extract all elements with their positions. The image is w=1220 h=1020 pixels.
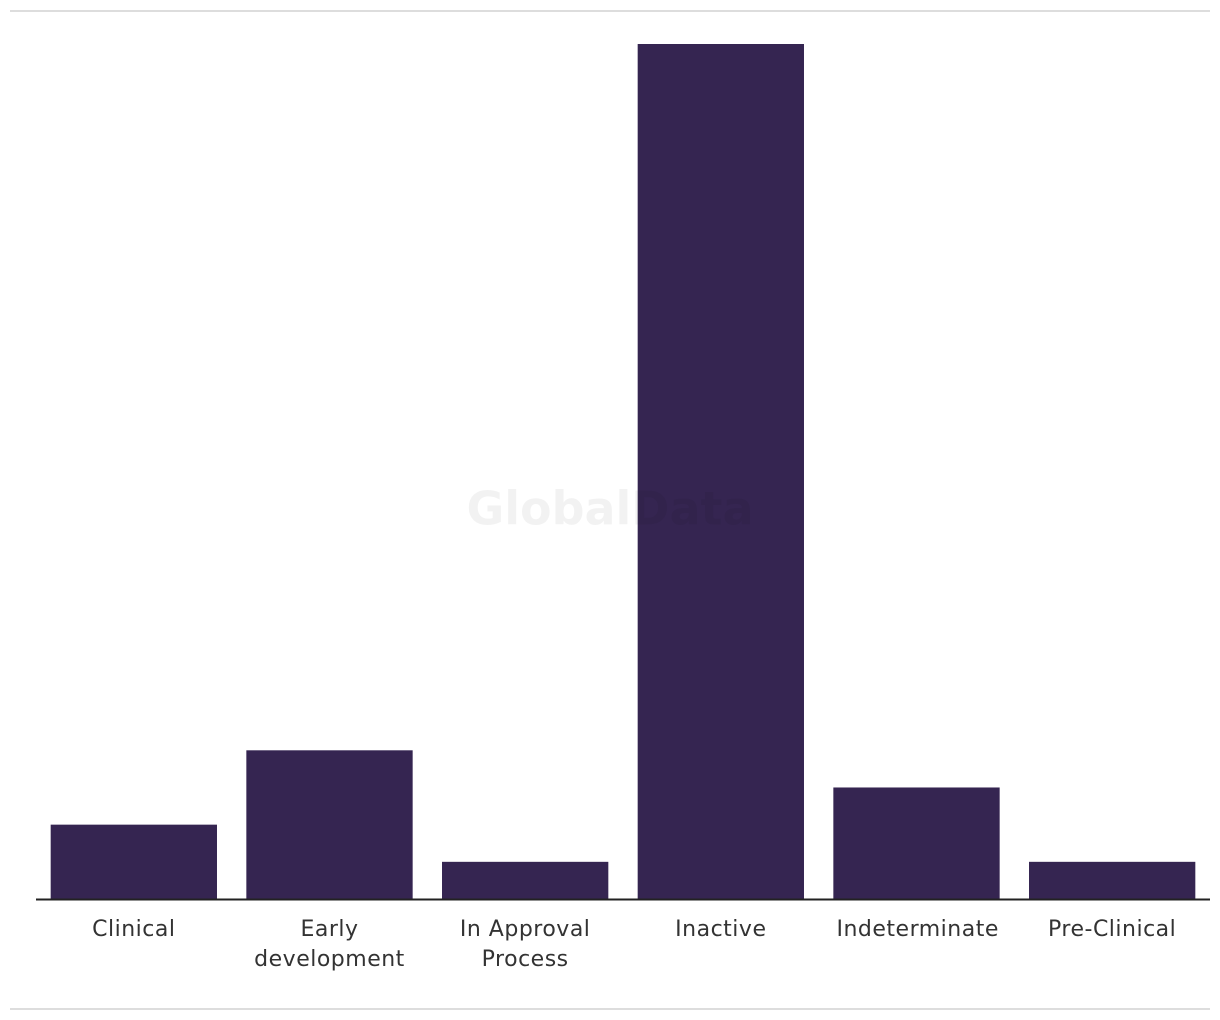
x-tick-label: Clinical	[92, 917, 176, 942]
x-tick-label: In Approval Process	[459, 917, 591, 972]
watermark: GlobalData	[466, 482, 753, 536]
bar	[442, 861, 609, 899]
bar	[50, 824, 217, 899]
x-tick-label: Inactive	[675, 917, 767, 942]
bar	[246, 750, 413, 899]
bar	[637, 44, 804, 899]
bar	[833, 787, 1000, 899]
x-tick-label: Early development	[254, 917, 405, 972]
bar	[1029, 861, 1196, 899]
x-tick-label: Indeterminate	[836, 917, 999, 942]
x-tick-label: Pre-Clinical	[1048, 917, 1177, 942]
bars	[50, 44, 1196, 899]
